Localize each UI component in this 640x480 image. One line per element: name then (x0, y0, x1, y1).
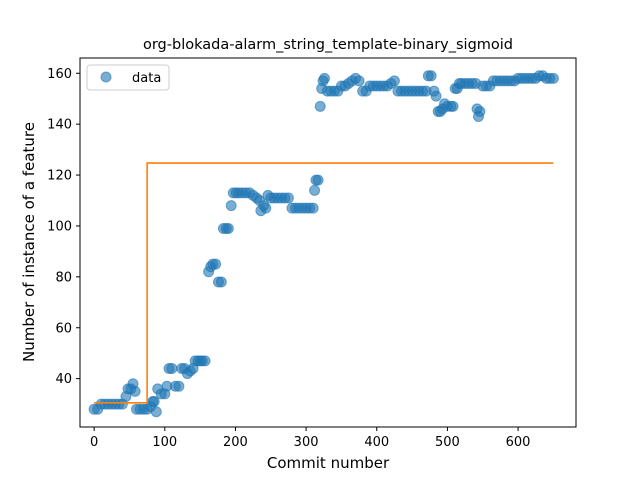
y-tick-label: 80 (55, 270, 72, 285)
data-point (307, 202, 319, 214)
y-tick-label: 160 (47, 67, 72, 82)
data-point (430, 90, 442, 102)
legend: data (86, 64, 170, 91)
legend-marker-data (100, 71, 112, 83)
y-tick-label: 140 (47, 118, 72, 133)
x-tick-label: 100 (152, 435, 177, 450)
y-axis: 40 60 80 100 120 140 160 (47, 67, 80, 387)
legend-box (86, 64, 170, 91)
x-tick-label: 300 (294, 435, 319, 450)
x-tick-label: 500 (435, 435, 460, 450)
data-point (425, 70, 437, 82)
x-tick-label: 200 (223, 435, 248, 450)
data-point (166, 362, 178, 374)
data-point (282, 192, 294, 204)
plot-area: 0 100 200 300 400 500 600 40 60 80 100 120 140 160 (47, 57, 577, 450)
x-axis-label: Commit number (267, 454, 390, 472)
plot-frame (79, 57, 577, 428)
y-tick-label: 120 (47, 169, 72, 184)
x-tick-label: 400 (364, 435, 389, 450)
y-tick-label: 60 (55, 321, 72, 336)
data-point (388, 75, 400, 87)
legend-label-data: data (132, 71, 161, 86)
data-point (225, 200, 237, 212)
data-point (474, 105, 486, 117)
data-point (447, 100, 459, 112)
data-point (199, 355, 211, 367)
x-tick-label: 600 (506, 435, 531, 450)
data-point (215, 276, 227, 288)
x-tick-label: 0 (90, 435, 98, 450)
data-point (314, 100, 326, 112)
y-axis-label: Number of instance of a feature (20, 122, 38, 362)
data-point (353, 75, 365, 87)
series-layer (88, 70, 559, 418)
data-point (222, 223, 234, 234)
chart-title: org-blokada-alarm_string_template-binary… (143, 37, 513, 53)
x-axis: 0 100 200 300 400 500 600 (90, 427, 530, 450)
data-point (312, 174, 324, 186)
fit-step-line (94, 162, 554, 404)
data-point (309, 184, 321, 196)
y-tick-label: 100 (47, 219, 72, 234)
data-point (260, 202, 272, 214)
data-point (210, 258, 222, 270)
data-point (148, 396, 160, 408)
data-point (547, 72, 559, 84)
data-point (318, 72, 330, 84)
data-point (150, 406, 162, 418)
data-point (173, 380, 185, 392)
y-tick-label: 40 (55, 372, 72, 387)
data-point (129, 385, 141, 397)
